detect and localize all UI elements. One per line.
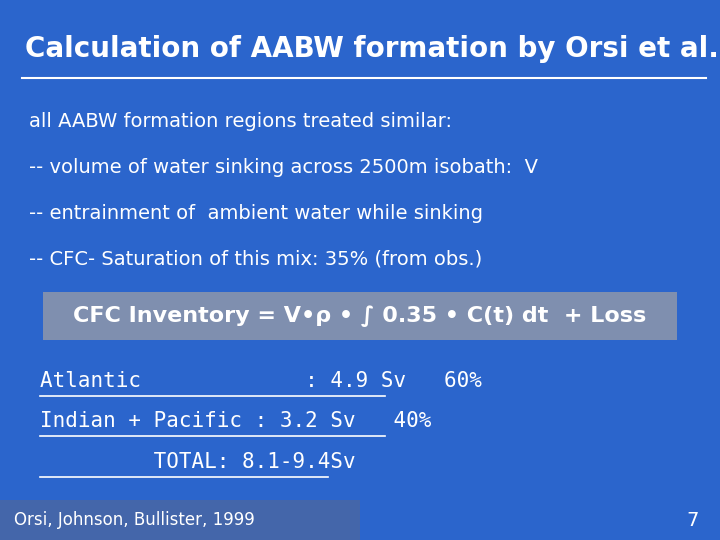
Text: Calculation of AABW formation by Orsi et al.: Calculation of AABW formation by Orsi et…	[25, 35, 719, 63]
FancyBboxPatch shape	[43, 292, 677, 340]
Text: -- volume of water sinking across 2500m isobath:  V: -- volume of water sinking across 2500m …	[29, 158, 538, 177]
Text: -- entrainment of  ambient water while sinking: -- entrainment of ambient water while si…	[29, 204, 483, 223]
Text: -- CFC- Saturation of this mix: 35% (from obs.): -- CFC- Saturation of this mix: 35% (fro…	[29, 249, 482, 269]
Text: CFC Inventory = V•ρ • ∫ 0.35 • C(t) dt  + Loss: CFC Inventory = V•ρ • ∫ 0.35 • C(t) dt +…	[73, 305, 647, 327]
Text: Indian + Pacific : 3.2 Sv   40%: Indian + Pacific : 3.2 Sv 40%	[40, 411, 431, 431]
FancyBboxPatch shape	[0, 500, 360, 540]
Text: 7: 7	[686, 510, 698, 530]
Text: Orsi, Johnson, Bullister, 1999: Orsi, Johnson, Bullister, 1999	[14, 511, 255, 529]
Text: Atlantic             : 4.9 Sv   60%: Atlantic : 4.9 Sv 60%	[40, 370, 482, 391]
Text: TOTAL: 8.1-9.4Sv: TOTAL: 8.1-9.4Sv	[40, 451, 355, 472]
Text: all AABW formation regions treated similar:: all AABW formation regions treated simil…	[29, 112, 452, 131]
